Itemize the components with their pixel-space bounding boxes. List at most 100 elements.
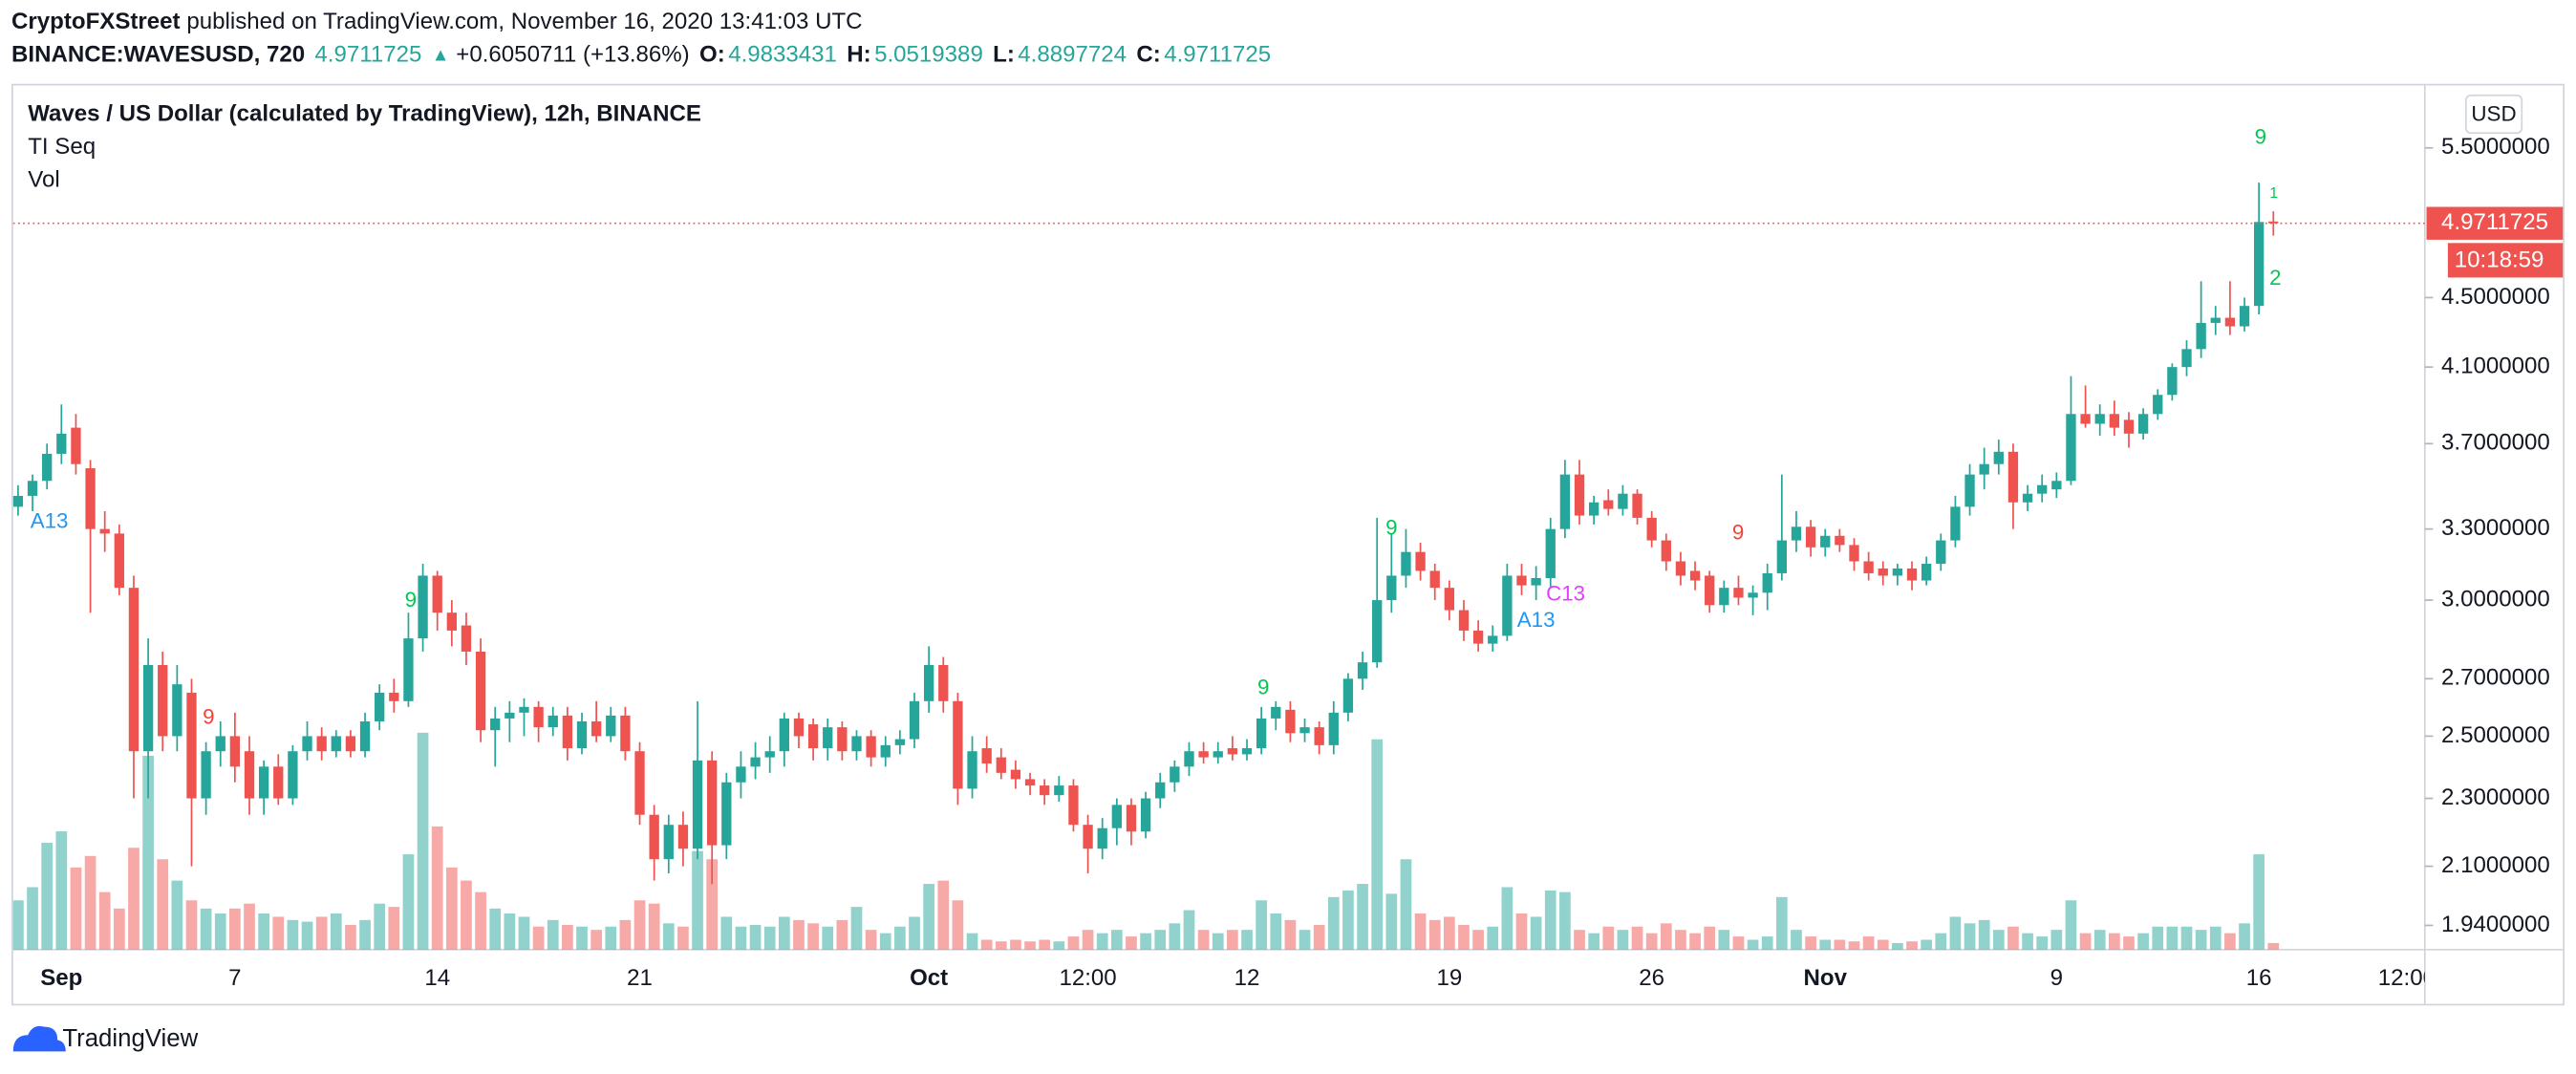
y-tick-label: 1.9400000 — [2441, 912, 2550, 937]
volume-bar — [720, 916, 733, 950]
x-tick-label: 14 — [424, 965, 450, 991]
volume-bar — [417, 732, 429, 950]
td-annotation: 9 — [1257, 675, 1269, 698]
candle-body — [866, 736, 876, 758]
quote-value: 4.9833431 — [728, 42, 837, 68]
last-price-label: 4.9711725 — [2441, 209, 2548, 235]
candle-body — [1444, 588, 1455, 611]
candle-body — [677, 825, 689, 849]
candle-body — [519, 706, 529, 713]
candle-body — [85, 468, 96, 529]
volume-bar — [619, 919, 632, 950]
volume-bar — [461, 880, 472, 950]
volume-bar — [763, 926, 776, 950]
candle-body — [1083, 825, 1093, 849]
volume-bar — [12, 900, 24, 950]
x-tick-label: Sep — [40, 965, 82, 991]
candle-body — [1516, 575, 1527, 586]
candle-body — [1820, 535, 1831, 548]
volume-bar — [1877, 939, 1889, 950]
volume-bar — [41, 843, 54, 950]
volume-bar — [865, 930, 877, 950]
candle-body — [158, 665, 168, 737]
volume-bar — [1472, 930, 1484, 950]
volume-bar — [315, 916, 328, 950]
candle-body — [215, 736, 225, 752]
candle-body — [938, 665, 949, 701]
candle-body — [967, 751, 977, 789]
td-annotation: C13 — [1546, 581, 1585, 605]
volume-bar — [1110, 930, 1123, 950]
currency-button[interactable] — [2464, 94, 2523, 135]
volume-bar — [807, 923, 819, 950]
td-annotation: A13 — [1517, 608, 1556, 632]
volume-bar — [2195, 930, 2207, 950]
volume-bar — [1501, 887, 1513, 950]
candle-body — [461, 625, 472, 652]
volume-bar — [2007, 926, 2019, 950]
candle-body — [316, 736, 327, 752]
candle-body — [1342, 678, 1354, 713]
candle-body — [533, 706, 544, 728]
volume-bar — [706, 859, 719, 950]
volume-bar — [518, 916, 530, 950]
volume-bar — [1241, 930, 1253, 950]
volume-bar — [1588, 933, 1599, 950]
volume-bar — [1732, 936, 1745, 950]
candle-body — [1603, 500, 1614, 509]
candle-body — [1111, 805, 1122, 828]
candle-body — [1979, 463, 1989, 475]
candle-body — [273, 766, 284, 799]
volume-bar — [1082, 930, 1094, 950]
legend-indicator: TI Seq — [28, 134, 96, 160]
candle-body — [2239, 306, 2250, 327]
volume-bar — [330, 913, 342, 950]
volume-bar — [185, 900, 198, 950]
candle-body — [172, 684, 182, 737]
x-tick-label: 16 — [2246, 965, 2272, 991]
y-tick-label: 5.5000000 — [2441, 134, 2550, 160]
candle-body — [1748, 592, 1758, 598]
volume-bar — [1848, 941, 1860, 950]
plot-area — [12, 183, 2425, 950]
brand-logo — [12, 1025, 66, 1052]
volume-bar — [576, 926, 588, 950]
candle-body — [1415, 551, 1426, 571]
volume-bar — [489, 908, 502, 950]
candle-body — [1632, 493, 1642, 518]
volume-bar — [605, 926, 617, 950]
candle-body — [1155, 782, 1166, 799]
candle-body — [375, 692, 385, 721]
volume-bar — [2180, 926, 2193, 950]
currency-label[interactable]: USD — [2471, 101, 2516, 125]
quote-label: O: — [699, 42, 725, 68]
candle-body — [1762, 572, 1772, 593]
candle-body — [302, 736, 312, 752]
candle-body — [432, 575, 442, 613]
volume-bar — [2123, 936, 2135, 950]
x-tick-label: Nov — [1804, 965, 1848, 991]
candle-body — [2123, 419, 2135, 434]
candle-body — [1170, 766, 1180, 783]
volume-bar — [1053, 941, 1065, 950]
y-tick-label: 2.7000000 — [2441, 665, 2550, 691]
last-price: 4.9711725 — [314, 42, 421, 68]
candle-body — [1863, 561, 1874, 573]
volume-bar — [836, 919, 848, 950]
volume-bar — [633, 900, 646, 950]
td-annotation: 9 — [405, 588, 417, 612]
candle-body — [779, 718, 789, 752]
volume-bar — [850, 907, 863, 950]
volume-bar — [504, 913, 516, 950]
candle-body — [1892, 568, 1903, 576]
volume-bar — [98, 891, 111, 950]
candle-body — [1588, 502, 1599, 516]
volume-bar — [1631, 926, 1643, 950]
volume-bar — [1371, 739, 1384, 950]
quote-label: H: — [847, 42, 870, 68]
x-tick-label: 12:00 — [1059, 965, 1116, 991]
volume-bar — [142, 755, 154, 950]
